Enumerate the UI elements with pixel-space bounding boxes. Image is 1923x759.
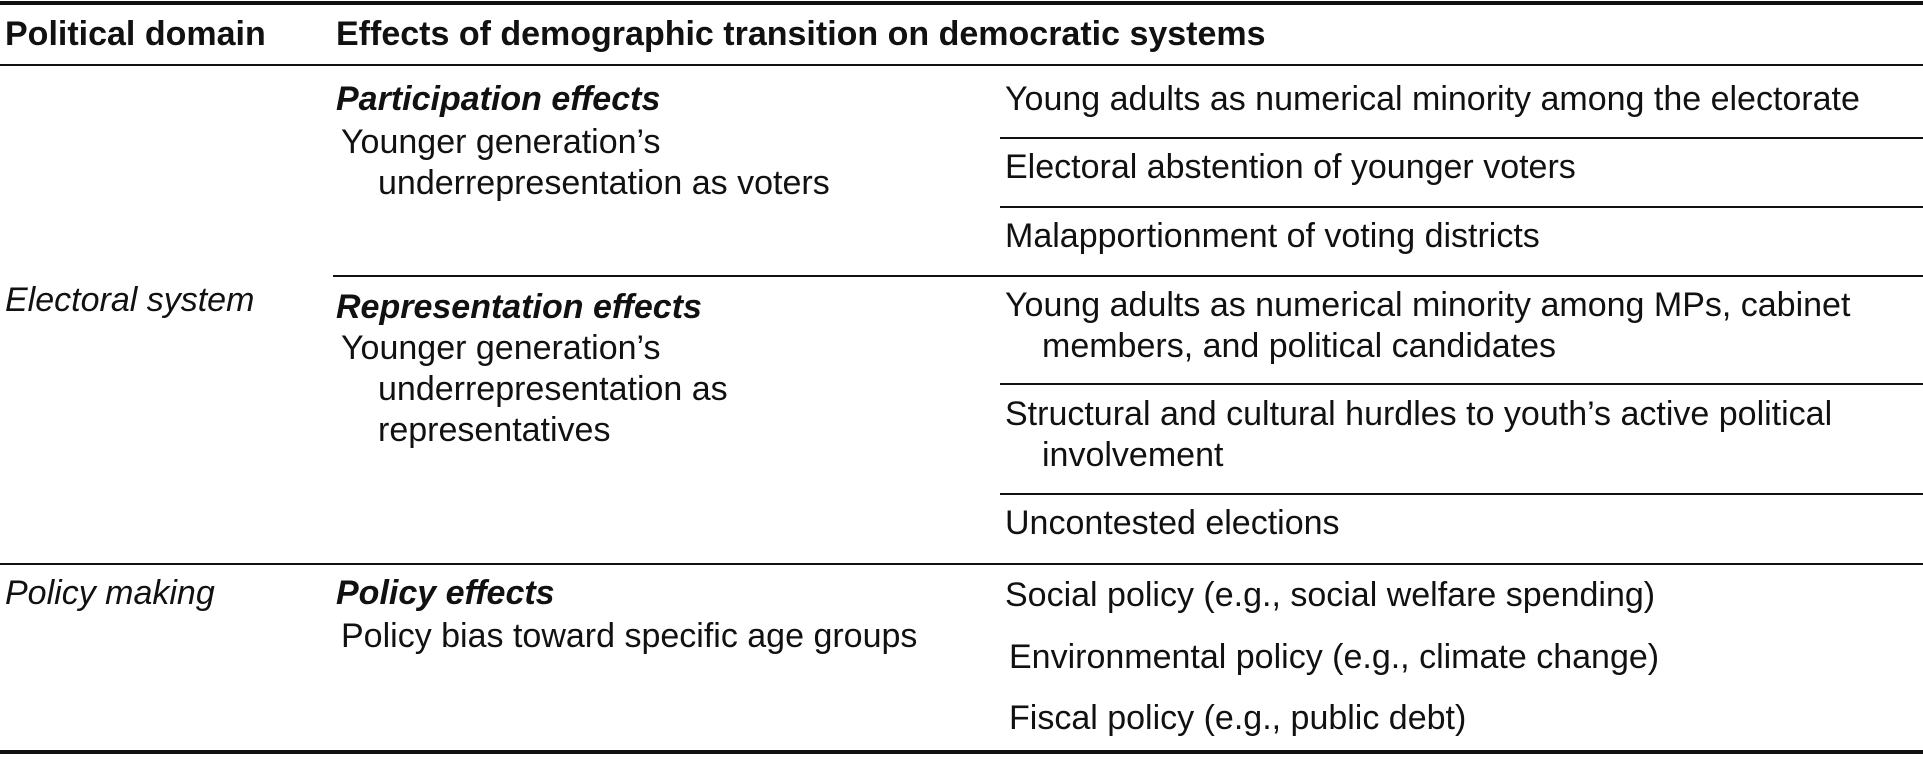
representation-item-2-line-2: involvement <box>1042 436 1224 474</box>
section-rule-policy <box>0 563 1923 565</box>
column-header-effects: Effects of demographic transition on dem… <box>336 15 1266 53</box>
policy-item-2: Environmental policy (e.g., climate chan… <box>1009 638 1660 676</box>
representation-item-rule-1 <box>1000 383 1923 385</box>
policy-item-1: Social policy (e.g., social welfare spen… <box>1005 576 1656 614</box>
participation-item-rule-2 <box>1000 206 1923 208</box>
domain-electoral-system: Electoral system <box>5 281 255 319</box>
representation-item-rule-2 <box>1000 493 1923 495</box>
representation-item-2-line-1: Structural and cultural hurdles to youth… <box>1005 395 1833 433</box>
domain-policy-making: Policy making <box>5 574 215 612</box>
participation-heading: Participation effects <box>336 80 661 118</box>
header-rule <box>0 64 1923 66</box>
participation-item-3: Malapportionment of voting districts <box>1005 217 1540 255</box>
representation-description-line-1: Younger generation’s <box>341 329 661 367</box>
representation-item-3: Uncontested elections <box>1005 504 1340 542</box>
participation-representation-rule <box>333 275 1923 277</box>
policy-effects-description: Policy bias toward specific age groups <box>341 617 918 655</box>
participation-description-line-1: Younger generation’s <box>341 123 661 161</box>
representation-description-line-2: underrepresentation as <box>378 370 728 408</box>
policy-item-3: Fiscal policy (e.g., public debt) <box>1009 699 1467 737</box>
representation-heading: Representation effects <box>336 288 702 326</box>
bottom-rule <box>0 750 1923 754</box>
representation-item-1-line-1: Young adults as numerical minority among… <box>1005 286 1851 324</box>
participation-item-1: Young adults as numerical minority among… <box>1005 80 1860 118</box>
representation-description-line-3: representatives <box>378 411 611 449</box>
column-header-political-domain: Political domain <box>5 15 266 53</box>
participation-description-line-2: underrepresentation as voters <box>378 164 830 202</box>
policy-effects-heading: Policy effects <box>336 574 555 612</box>
participation-item-rule-1 <box>1000 137 1923 139</box>
representation-item-1-line-2: members, and political candidates <box>1042 327 1557 365</box>
top-rule <box>0 1 1923 5</box>
participation-item-2: Electoral abstention of younger voters <box>1005 148 1576 186</box>
